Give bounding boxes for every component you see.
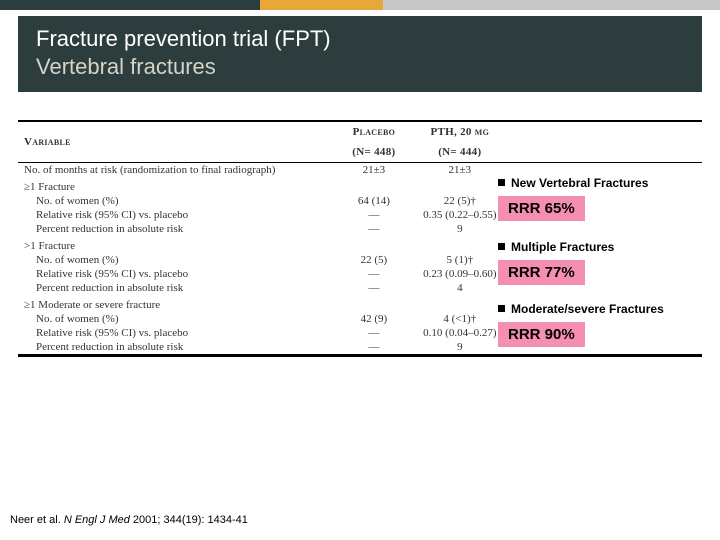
callout-1-box: RRR 65% bbox=[498, 196, 585, 221]
citation-rest: 2001; 344(19): 1434-41 bbox=[130, 514, 248, 526]
callout-3-box: RRR 90% bbox=[498, 322, 585, 347]
sec3-pct-label: Percent reduction in absolute risk bbox=[18, 340, 340, 356]
sec2-pct-pth: 4 bbox=[408, 281, 512, 295]
callout-1-text: New Vertebral Fractures bbox=[511, 176, 648, 190]
sec1-pct-label: Percent reduction in absolute risk bbox=[18, 222, 340, 236]
col-placebo: Placebo bbox=[340, 121, 408, 142]
sec3-rr-label: Relative risk (95% CI) vs. placebo bbox=[18, 326, 340, 340]
sec2-pct-placebo: — bbox=[340, 281, 408, 295]
citation-authors: Neer et al. bbox=[10, 514, 64, 526]
title-line-2: Vertebral fractures bbox=[36, 54, 684, 80]
bullet-icon bbox=[498, 243, 505, 250]
callout-3-text: Moderate/severe Fractures bbox=[511, 302, 664, 316]
months-pth: 21±3 bbox=[408, 163, 512, 178]
callout-multiple: Multiple Fractures RRR 77% bbox=[498, 240, 614, 285]
callout-2-box: RRR 77% bbox=[498, 260, 585, 285]
sec3-women-placebo: 42 (9) bbox=[340, 312, 408, 326]
sec1-women-label: No. of women (%) bbox=[18, 194, 340, 208]
title-line-1: Fracture prevention trial (FPT) bbox=[36, 26, 684, 52]
bullet-icon bbox=[498, 179, 505, 186]
accent-grey bbox=[383, 0, 720, 10]
sec3-rr-pth: 0.10 (0.04–0.27) bbox=[408, 326, 512, 340]
citation: Neer et al. N Engl J Med 2001; 344(19): … bbox=[10, 514, 248, 526]
accent-bar bbox=[0, 0, 720, 10]
months-placebo: 21±3 bbox=[340, 163, 408, 178]
col-pth-n: (N= 444) bbox=[408, 142, 512, 163]
sec3-pct-pth: 9 bbox=[408, 340, 512, 356]
slide-title-block: Fracture prevention trial (FPT) Vertebra… bbox=[18, 16, 702, 92]
sec2-women-pth: 5 (1)† bbox=[408, 253, 512, 267]
sec3-women-label: No. of women (%) bbox=[18, 312, 340, 326]
sec3-title: ≥1 Moderate or severe fracture bbox=[18, 295, 340, 312]
accent-orange bbox=[260, 0, 383, 10]
callout-2-label: Multiple Fractures bbox=[498, 240, 614, 254]
sec2-women-placebo: 22 (5) bbox=[340, 253, 408, 267]
sec1-pct-placebo: — bbox=[340, 222, 408, 236]
callout-moderate-severe: Moderate/severe Fractures RRR 90% bbox=[498, 302, 664, 347]
sec2-rr-pth: 0.23 (0.09–0.60) bbox=[408, 267, 512, 281]
callout-3-label: Moderate/severe Fractures bbox=[498, 302, 664, 316]
bullet-icon bbox=[498, 305, 505, 312]
sec2-title: >1 Fracture bbox=[18, 236, 340, 253]
citation-journal: N Engl J Med bbox=[64, 514, 130, 526]
callout-1-label: New Vertebral Fractures bbox=[498, 176, 648, 190]
col-pth: PTH, 20 μg bbox=[408, 121, 512, 142]
sec1-title: ≥1 Fracture bbox=[18, 177, 340, 194]
table-container: Variable Placebo PTH, 20 μg (N= 448) (N=… bbox=[18, 120, 702, 357]
sec2-rr-label: Relative risk (95% CI) vs. placebo bbox=[18, 267, 340, 281]
sec2-pct-label: Percent reduction in absolute risk bbox=[18, 281, 340, 295]
col-placebo-n: (N= 448) bbox=[340, 142, 408, 163]
sec2-women-label: No. of women (%) bbox=[18, 253, 340, 267]
col-variable: Variable bbox=[18, 121, 340, 163]
sec3-rr-placebo: — bbox=[340, 326, 408, 340]
sec2-rr-placebo: — bbox=[340, 267, 408, 281]
sec3-pct-placebo: — bbox=[340, 340, 408, 356]
sec1-women-pth: 22 (5)† bbox=[408, 194, 512, 208]
callout-new-vertebral: New Vertebral Fractures RRR 65% bbox=[498, 176, 648, 221]
months-label: No. of months at risk (randomization to … bbox=[18, 163, 340, 178]
sec1-rr-pth: 0.35 (0.22–0.55) bbox=[408, 208, 512, 222]
sec1-pct-pth: 9 bbox=[408, 222, 512, 236]
sec1-rr-placebo: — bbox=[340, 208, 408, 222]
callout-2-text: Multiple Fractures bbox=[511, 240, 614, 254]
sec1-rr-label: Relative risk (95% CI) vs. placebo bbox=[18, 208, 340, 222]
accent-dark bbox=[0, 0, 260, 10]
sec1-women-placebo: 64 (14) bbox=[340, 194, 408, 208]
sec3-women-pth: 4 (<1)† bbox=[408, 312, 512, 326]
